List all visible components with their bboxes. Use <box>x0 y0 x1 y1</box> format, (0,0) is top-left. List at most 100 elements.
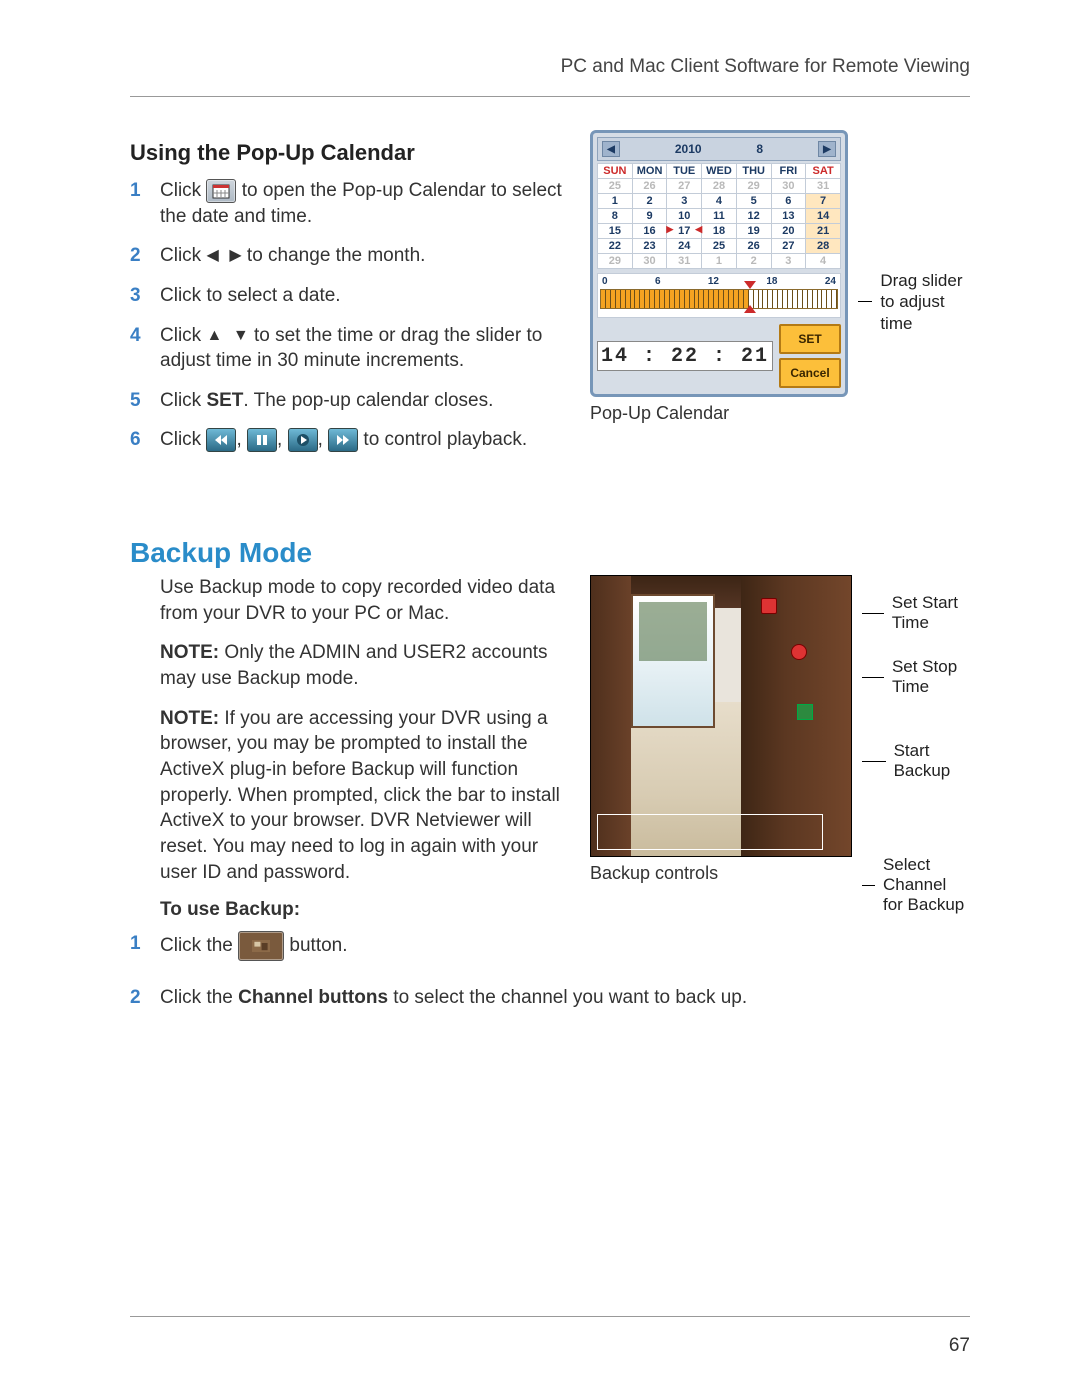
slider-marker-icon <box>744 305 756 313</box>
backup-intro: Use Backup mode to copy recorded video d… <box>160 575 566 626</box>
slider-marker-icon <box>744 281 756 289</box>
step-num: 6 <box>130 427 146 453</box>
cal-day-cell[interactable]: 26 <box>632 179 667 194</box>
channel-select-area[interactable] <box>597 814 823 850</box>
start-backup-button[interactable] <box>797 704 813 720</box>
cal-day-cell[interactable]: 4 <box>702 194 737 209</box>
calendar-grid[interactable]: SUNMONTUEWEDTHUFRISAT 252627282930311234… <box>597 163 841 269</box>
cal-day-cell[interactable]: 25 <box>702 239 737 254</box>
time-display: 14 : 22 : 21 <box>597 341 773 371</box>
cal-dow-header: THU <box>736 164 771 179</box>
cal-day-cell[interactable]: 21 <box>806 224 841 239</box>
pause-icon[interactable] <box>247 428 277 452</box>
step-num: 4 <box>130 323 146 349</box>
cal-dow-header: WED <box>702 164 737 179</box>
cal-day-cell[interactable]: 11 <box>702 209 737 224</box>
cal-day-cell[interactable]: 14 <box>806 209 841 224</box>
section2-steps-cont: 2 Click the Channel buttons to select th… <box>130 985 970 1011</box>
section2-steps: 1 Click the button. <box>130 931 566 961</box>
set-stop-time-button[interactable] <box>791 644 807 660</box>
cal-day-cell[interactable]: 29 <box>598 254 633 269</box>
play-icon[interactable] <box>288 428 318 452</box>
cal-day-cell[interactable]: 9 <box>632 209 667 224</box>
cal-next-button[interactable]: ▶ <box>818 141 836 157</box>
annot-select-channel: Select Channel for Backup <box>883 855 970 915</box>
cal-dow-header: SAT <box>806 164 841 179</box>
cal-day-cell[interactable]: 31 <box>806 179 841 194</box>
set-button[interactable]: SET <box>779 324 841 354</box>
cal-day-cell[interactable]: 26 <box>736 239 771 254</box>
cal-day-cell[interactable]: 17 <box>667 224 702 239</box>
cal-day-cell[interactable]: 1 <box>702 254 737 269</box>
cal-day-cell[interactable]: 13 <box>771 209 806 224</box>
cal-day-cell[interactable]: 29 <box>736 179 771 194</box>
t: to select the channel you want to back u… <box>388 987 747 1008</box>
t: button. <box>289 935 347 956</box>
page-header: PC and Mac Client Software for Remote Vi… <box>561 56 970 78</box>
cal-day-cell[interactable]: 24 <box>667 239 702 254</box>
cal-month: 8 <box>756 142 763 156</box>
cal-day-cell[interactable]: 7 <box>806 194 841 209</box>
cal-day-cell[interactable]: 16 <box>632 224 667 239</box>
step-text: Click ◀ ▶ to change the month. <box>160 243 425 269</box>
cal-dow-header: MON <box>632 164 667 179</box>
annot-start-backup: Start Backup <box>894 741 970 781</box>
calendar-icon[interactable] <box>206 179 236 203</box>
t: SET <box>206 390 243 411</box>
cal-day-cell[interactable]: 3 <box>667 194 702 209</box>
cal-day-cell[interactable]: 27 <box>771 239 806 254</box>
step-text: Click to select a date. <box>160 283 341 309</box>
callout-line <box>862 677 884 678</box>
cancel-button[interactable]: Cancel <box>779 358 841 388</box>
step-text: Click the button. <box>160 931 348 961</box>
cal-day-cell[interactable]: 20 <box>771 224 806 239</box>
t: Only the ADMIN and USER2 accounts may us… <box>160 642 548 689</box>
t: Click <box>160 325 206 346</box>
cal-day-cell[interactable]: 31 <box>667 254 702 269</box>
cal-day-cell[interactable]: 6 <box>771 194 806 209</box>
cal-day-cell[interactable]: 25 <box>598 179 633 194</box>
cal-dow-header: FRI <box>771 164 806 179</box>
cal-day-cell[interactable]: 1 <box>598 194 633 209</box>
callout-line <box>862 885 875 886</box>
cal-dow-header: SUN <box>598 164 633 179</box>
cal-day-cell[interactable]: 3 <box>771 254 806 269</box>
cal-day-cell[interactable]: 10 <box>667 209 702 224</box>
rewind-icon[interactable] <box>206 428 236 452</box>
cal-year: 2010 <box>675 142 702 156</box>
cal-day-cell[interactable]: 2 <box>632 194 667 209</box>
popup-calendar: ◀ 2010 8 ▶ SUNMONTUEWEDTHUFRISAT 2526272… <box>590 130 848 397</box>
callout-line <box>862 613 884 614</box>
forward-icon[interactable] <box>328 428 358 452</box>
t: If you are accessing your DVR using a br… <box>160 708 560 883</box>
left-arrow-icon: ◀ <box>206 245 218 267</box>
cal-day-cell[interactable]: 15 <box>598 224 633 239</box>
cal-day-cell[interactable]: 8 <box>598 209 633 224</box>
cal-day-cell[interactable]: 4 <box>806 254 841 269</box>
cal-day-cell[interactable]: 18 <box>702 224 737 239</box>
cal-day-cell[interactable]: 28 <box>806 239 841 254</box>
cal-day-cell[interactable]: 12 <box>736 209 771 224</box>
backup-thumbnail-icon[interactable] <box>238 931 284 961</box>
cal-day-cell[interactable]: 5 <box>736 194 771 209</box>
set-start-time-button[interactable] <box>761 598 777 614</box>
cal-day-cell[interactable]: 30 <box>771 179 806 194</box>
cal-day-cell[interactable]: 23 <box>632 239 667 254</box>
step-text: Click ▲ ▼ to set the time or drag the sl… <box>160 323 566 374</box>
cal-day-cell[interactable]: 19 <box>736 224 771 239</box>
callout-line <box>862 761 886 762</box>
section2-title: Backup Mode <box>130 537 970 569</box>
cal-day-cell[interactable]: 2 <box>736 254 771 269</box>
time-slider[interactable] <box>600 289 838 309</box>
cal-day-cell[interactable]: 30 <box>632 254 667 269</box>
step-num: 2 <box>130 985 146 1011</box>
rule-top <box>130 96 970 97</box>
step-num: 2 <box>130 243 146 269</box>
cal-day-cell[interactable]: 22 <box>598 239 633 254</box>
cal-day-cell[interactable]: 28 <box>702 179 737 194</box>
callout-line <box>858 301 872 302</box>
t: to control playback. <box>363 429 527 450</box>
page-number: 67 <box>949 1335 970 1357</box>
cal-prev-button[interactable]: ◀ <box>602 141 620 157</box>
cal-day-cell[interactable]: 27 <box>667 179 702 194</box>
